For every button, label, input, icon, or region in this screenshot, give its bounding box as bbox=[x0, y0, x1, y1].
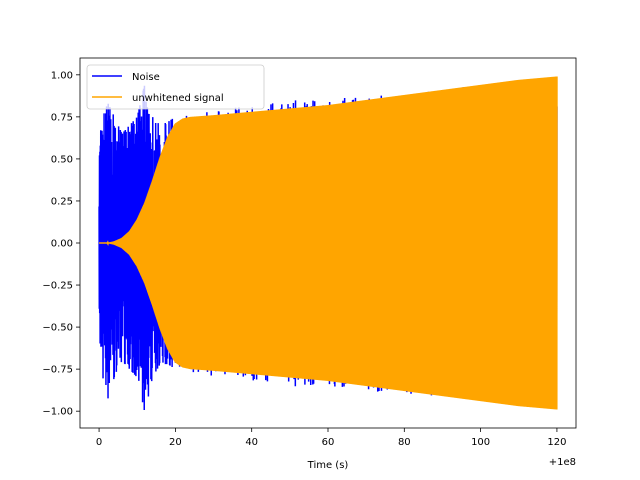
y-tick-label: 1.00 bbox=[51, 70, 73, 81]
x-tick-label: 120 bbox=[547, 437, 566, 448]
y-tick-label: −0.75 bbox=[42, 365, 73, 376]
series-layer bbox=[98, 76, 558, 410]
y-tick-label: −0.25 bbox=[42, 281, 73, 292]
y-ticks: −1.00 −0.75 −0.50 −0.25 0.00 0.25 0.50 0.75 1.00 bbox=[42, 70, 80, 418]
x-tick-label: 60 bbox=[322, 437, 335, 448]
y-tick-label: 0.00 bbox=[51, 239, 73, 250]
legend: Noise unwhitened signal bbox=[86, 64, 265, 110]
x-axis-label: Time (s) bbox=[307, 460, 349, 471]
x-tick-label: 0 bbox=[96, 437, 102, 448]
y-tick-label: −1.00 bbox=[42, 407, 73, 418]
series-line-unwhitened-signal bbox=[99, 76, 558, 410]
y-tick-label: 0.50 bbox=[51, 154, 73, 165]
x-tick-label: 100 bbox=[471, 437, 490, 448]
legend-label-noise: Noise bbox=[132, 72, 160, 83]
x-ticks: 0 20 40 60 80 100 120 bbox=[96, 428, 566, 448]
x-axis-offset-label: +1e8 bbox=[549, 457, 576, 468]
x-tick-label: 40 bbox=[245, 437, 258, 448]
x-tick-label: 20 bbox=[169, 437, 182, 448]
y-tick-label: 0.25 bbox=[51, 196, 73, 207]
x-tick-label: 80 bbox=[398, 437, 411, 448]
y-tick-label: 0.75 bbox=[51, 112, 73, 123]
legend-label-unwhitened-signal: unwhitened signal bbox=[132, 93, 224, 104]
y-tick-label: −0.50 bbox=[42, 323, 73, 334]
legend-box bbox=[86, 64, 265, 110]
